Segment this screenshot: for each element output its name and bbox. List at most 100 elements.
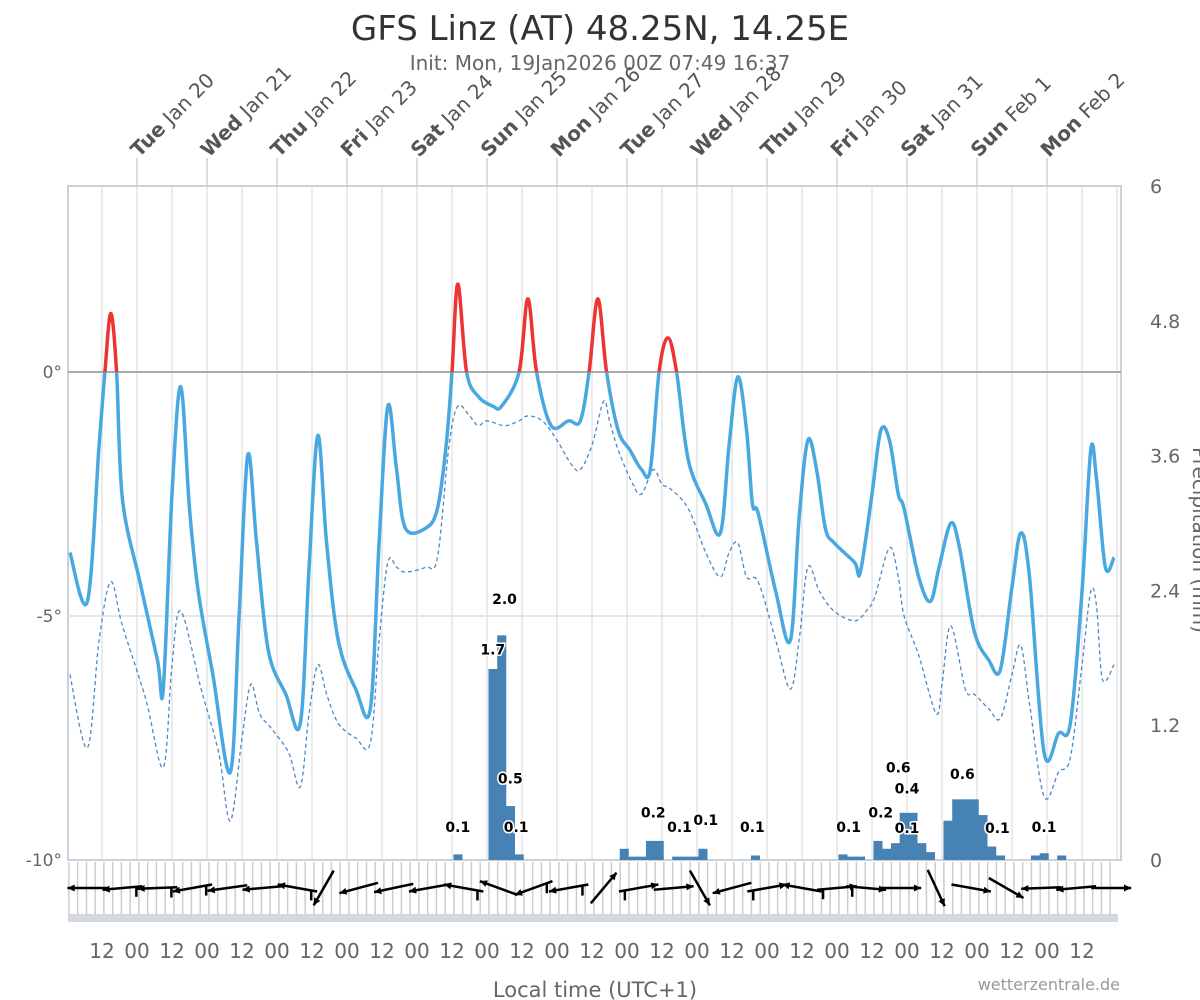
day-date: Jan 23 (356, 75, 422, 141)
wind-arrow-head (548, 886, 557, 894)
wind-arrow-head (514, 889, 523, 896)
precip-value-label: 0.4 (895, 782, 920, 798)
credit-text: wetterzentrale.de (978, 975, 1120, 994)
plot-area-border (67, 185, 1122, 861)
wind-arrow-head (1056, 885, 1064, 893)
left-tick-label: -10° (26, 851, 62, 871)
x-tick-label: 12 (229, 939, 254, 963)
right-tick-label: 1.2 (1150, 715, 1180, 737)
x-tick-label: 00 (264, 939, 289, 963)
temperature-line-below-zero (68, 372, 1116, 775)
precip-bar (987, 846, 997, 860)
wind-arrow-head (703, 897, 710, 906)
precip-value-label: 2.0 (492, 592, 517, 608)
x-axis-title: Local time (UTC+1) (493, 978, 697, 1000)
day-date: Feb 2 (1069, 68, 1129, 128)
temperature-lines (68, 282, 1116, 822)
precip-bar (619, 848, 629, 860)
wind-arrow-head (782, 882, 791, 890)
precip-bar (873, 840, 883, 860)
precip-bar (698, 848, 708, 860)
precip-bar (847, 856, 857, 860)
day-date: Jan 21 (230, 61, 296, 127)
precip-value-label: 0.1 (740, 820, 765, 836)
x-tick-label: 00 (334, 939, 359, 963)
precip-bar (943, 820, 953, 860)
precip-bar (969, 799, 979, 860)
x-tick-label: 12 (929, 939, 954, 963)
precip-value-label: 0.1 (667, 820, 692, 836)
precip-value-label: 0.2 (641, 805, 666, 821)
precip-bar (899, 812, 909, 860)
x-tick-label: 12 (299, 939, 324, 963)
wind-arrow-head (983, 886, 991, 894)
x-tick-label: 00 (474, 939, 499, 963)
right-tick-label: 0 (1150, 850, 1162, 872)
x-tick-label: 12 (89, 939, 114, 963)
right-axis-title: Precipitation (mm) (1188, 447, 1200, 633)
wind-arrow-head (1021, 884, 1029, 892)
precip-value-label: 0.6 (950, 767, 975, 783)
wind-arrow-head (938, 898, 945, 907)
right-tick-label: 3.6 (1150, 446, 1180, 468)
wind-row-background (68, 862, 1118, 920)
vertical-gridlines (101, 186, 1118, 860)
day-date: Jan 24 (432, 69, 498, 135)
day-date: Feb 1 (996, 71, 1056, 131)
precip-bar (995, 855, 1006, 860)
precip-bar (952, 799, 962, 860)
precip-value-label: 0.1 (1032, 820, 1057, 836)
wind-arrow-head (172, 886, 181, 894)
precip-value-label: 0.5 (498, 772, 523, 788)
precipitation-bars (453, 635, 1067, 860)
wind-arrow-head (1015, 891, 1024, 898)
precip-bar (925, 852, 936, 860)
wind-arrow-head (609, 872, 617, 881)
precip-value-label: 1.7 (480, 642, 505, 658)
precip-bar (890, 843, 901, 860)
precip-bar (1039, 853, 1049, 860)
precip-bar (908, 812, 918, 860)
x-tick-label: 12 (509, 939, 534, 963)
precip-bar (1030, 855, 1041, 860)
x-tick-label: 00 (894, 939, 919, 963)
x-tick-label: 00 (194, 939, 219, 963)
precip-bar (917, 843, 927, 860)
x-tick-label: 00 (754, 939, 779, 963)
precip-bar (882, 848, 892, 860)
precip-value-label: 0.1 (693, 813, 718, 829)
day-date: Jan 20 (153, 68, 219, 134)
precip-bar (645, 840, 656, 860)
wind-row (67, 862, 1132, 922)
day-date: Jan 31 (922, 69, 988, 135)
x-tick-label: 12 (859, 939, 884, 963)
x-tick-label: 00 (544, 939, 569, 963)
precip-bar (838, 854, 848, 860)
wind-arrow-head (443, 882, 452, 890)
left-tick-label: 0° (43, 363, 62, 383)
precip-value-label: 0.1 (895, 821, 920, 837)
precip-bar (628, 856, 638, 860)
wind-arrow-head (374, 887, 382, 895)
left-tick-label: -5° (37, 607, 62, 627)
x-tick-label: 00 (964, 939, 989, 963)
x-tick-label: 00 (824, 939, 849, 963)
day-date: Jan 30 (846, 75, 912, 141)
x-tick-label: 12 (579, 939, 604, 963)
precip-bar (680, 856, 691, 860)
wind-arrow-head (242, 885, 250, 893)
wind-arrow-head (137, 884, 145, 892)
precip-bar (855, 856, 866, 860)
day-date: Jan 25 (506, 65, 572, 131)
precip-bar (1057, 855, 1067, 860)
day-date: Jan 27 (643, 68, 709, 134)
right-tick-label: 4.8 (1150, 311, 1180, 333)
right-tick-label: 2.4 (1150, 580, 1180, 602)
dewpoint-line (69, 399, 1115, 822)
right-tick-label: 6 (1150, 176, 1162, 198)
x-tick-label: 00 (614, 939, 639, 963)
x-tick-label: 12 (439, 939, 464, 963)
precip-value-label: 0.6 (886, 760, 911, 776)
wind-arrow-head (913, 884, 922, 892)
